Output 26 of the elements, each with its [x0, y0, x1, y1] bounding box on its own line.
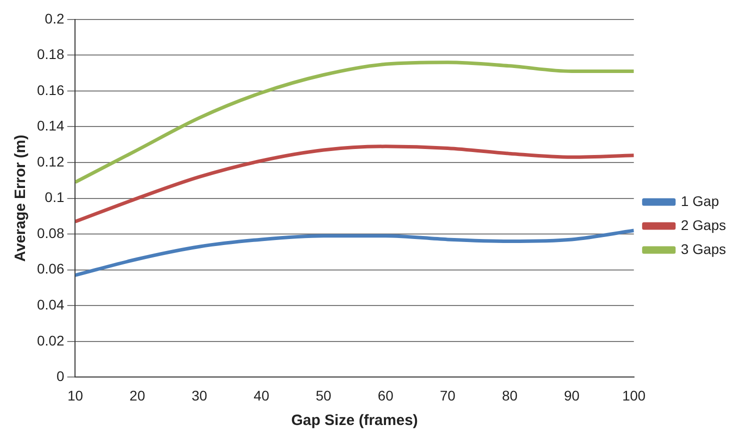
- legend-label: 1 Gap: [680, 192, 720, 209]
- y-tick-label: 0.1: [44, 189, 64, 206]
- legend-label: 3 Gaps: [680, 240, 726, 257]
- y-tick-label: 0.06: [37, 260, 64, 277]
- y-tick-label: 0.2: [44, 10, 64, 26]
- x-tick-label: 50: [316, 387, 332, 404]
- y-tick-label: 0.18: [37, 46, 64, 62]
- y-tick-label: 0.14: [37, 118, 64, 134]
- x-tick-label: 100: [622, 387, 646, 404]
- x-tick-label: 80: [502, 387, 518, 404]
- x-tick-label: 90: [564, 387, 580, 404]
- y-tick-label: 0.12: [37, 153, 64, 170]
- y-tick-label: 0.16: [37, 82, 64, 98]
- x-axis-title: Gap Size (frames): [291, 412, 418, 430]
- x-tick-label: 10: [67, 387, 84, 404]
- y-tick-label: 0.08: [37, 224, 64, 241]
- x-tick-label: 30: [192, 387, 208, 404]
- y-tick-label: 0: [56, 368, 64, 384]
- x-tick-label: 20: [130, 387, 146, 404]
- y-tick-label: 0.04: [37, 296, 64, 312]
- y-axis-title: Average Error (m): [12, 134, 30, 262]
- x-tick-label: 40: [254, 387, 270, 404]
- x-tick-label: 70: [440, 387, 456, 404]
- legend-label: 2 Gaps: [680, 216, 726, 233]
- x-tick-label: 60: [378, 387, 394, 404]
- y-tick-label: 0.02: [37, 332, 64, 348]
